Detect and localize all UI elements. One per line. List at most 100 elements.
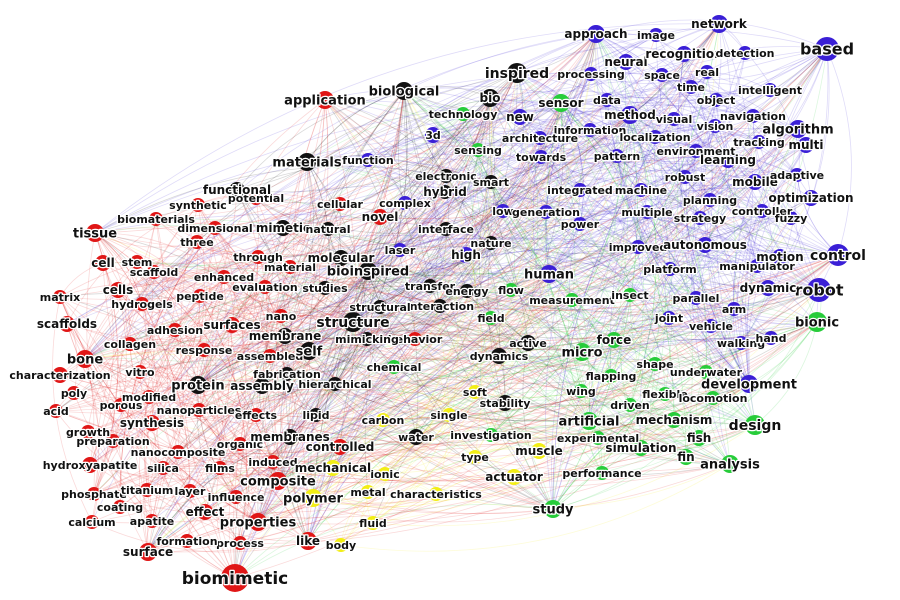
node-red [87, 487, 101, 501]
network-edge [372, 414, 450, 524]
node-label: improved [609, 241, 668, 254]
network-edge [712, 321, 818, 399]
network-edge [280, 373, 309, 542]
network-edge [334, 72, 518, 385]
network-edge [581, 125, 716, 353]
network-edge [151, 422, 274, 463]
node-blue [496, 204, 510, 218]
node-label: protein [171, 379, 224, 394]
network-edge [277, 102, 562, 482]
network-edge [367, 136, 656, 272]
network-edge [84, 261, 138, 360]
node-label: structural [349, 301, 410, 314]
network-edge [579, 157, 729, 191]
network-edge [490, 141, 760, 436]
network-edge [601, 363, 656, 474]
node-blue [815, 37, 839, 61]
node-blue [738, 46, 752, 60]
node-label: muscle [515, 444, 563, 458]
node-blue [772, 249, 788, 265]
network-edge [59, 296, 95, 466]
node-yellow [361, 485, 375, 499]
network-edge [324, 99, 416, 340]
network-edge [478, 181, 500, 357]
network-edge [548, 141, 760, 275]
node-label: type [461, 451, 489, 464]
network-edge [560, 102, 701, 219]
network-edge [91, 159, 729, 523]
network-edge [289, 181, 492, 438]
network-edge [119, 266, 291, 508]
network-edge [147, 366, 395, 553]
network-edge [718, 23, 812, 199]
network-edge [540, 136, 656, 161]
network-edge [239, 90, 405, 445]
network-edge [119, 290, 468, 508]
network-edge [552, 114, 638, 510]
network-edge [474, 33, 597, 393]
node-label: simulation [605, 441, 676, 455]
network-edge [552, 437, 700, 510]
network-edge [489, 90, 760, 143]
network-edge [595, 33, 750, 385]
network-edge [646, 211, 772, 339]
node-yellow [325, 460, 341, 476]
network-edge [403, 90, 590, 422]
network-edge [66, 323, 150, 398]
node-blue [610, 149, 624, 163]
network-edge [312, 97, 491, 499]
network-edge [379, 125, 716, 220]
network-edge [55, 329, 176, 412]
network-edge [102, 262, 236, 579]
network-edge [84, 335, 700, 439]
node-label: autonomous [663, 238, 747, 252]
network-edge [214, 227, 235, 326]
network-edge [545, 73, 592, 275]
network-edge [146, 265, 758, 491]
network-edge [552, 363, 656, 510]
network-edge [439, 72, 518, 307]
node-blue [703, 193, 717, 207]
network-edge [284, 322, 612, 377]
network-edge [197, 113, 464, 386]
network-edge [340, 257, 529, 344]
network-edge [552, 217, 701, 510]
node-red [190, 235, 204, 249]
network-edge [399, 52, 746, 251]
node-black [309, 408, 323, 422]
network-edge [352, 33, 597, 323]
network-edge [629, 289, 820, 311]
network-edge [84, 61, 627, 360]
network-edge [334, 383, 590, 430]
network-edge [581, 348, 707, 373]
network-edge [312, 391, 476, 499]
network-edge [198, 128, 799, 411]
network-edge [59, 296, 236, 579]
node-black [408, 429, 424, 445]
network-edge [129, 144, 807, 347]
node-red [333, 197, 347, 211]
network-edge [153, 235, 697, 299]
network-edge [255, 216, 381, 416]
network-edge [595, 33, 798, 176]
network-edge [595, 32, 685, 55]
network-edge [197, 384, 386, 475]
network-edge [324, 99, 441, 307]
node-red [67, 386, 81, 400]
node-red [110, 282, 126, 298]
network-edge [234, 338, 416, 579]
network-edge [147, 436, 291, 553]
node-red [372, 209, 388, 225]
network-edge [595, 33, 673, 395]
network-edge [312, 419, 675, 504]
node-label: coating [97, 501, 143, 514]
node-black [373, 300, 387, 314]
node-red [266, 455, 280, 469]
network-edge [129, 273, 550, 356]
node-green [807, 312, 827, 332]
network-edge [595, 33, 750, 385]
node-black [343, 312, 363, 332]
node-label: through [233, 251, 283, 264]
network-edge [59, 296, 259, 523]
network-edge [661, 74, 771, 95]
